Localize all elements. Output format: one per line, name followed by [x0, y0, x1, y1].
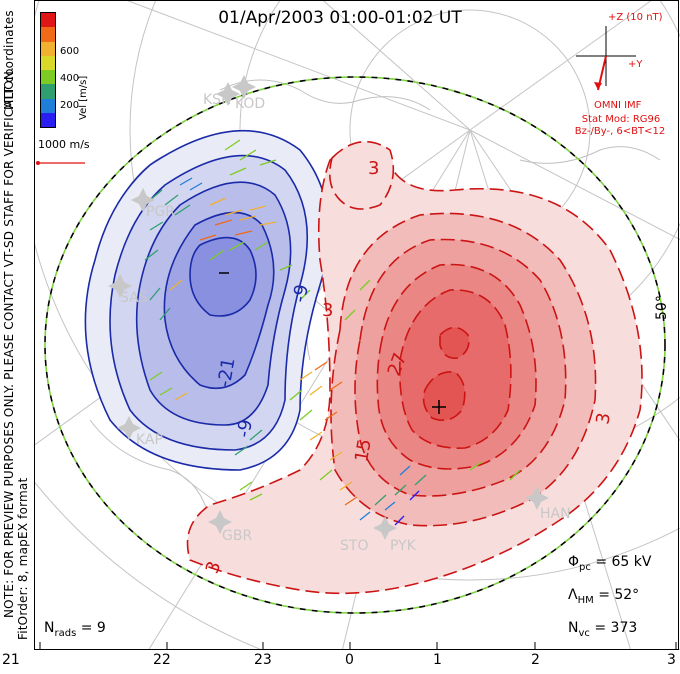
colorbar-ticks: 600 400 200	[60, 38, 79, 119]
vector-scale-label: 1000 m/s	[38, 138, 90, 151]
n-vc-param: Nvc = 373	[568, 620, 637, 639]
potential-max-marker	[432, 400, 446, 414]
n-rads-param: Nrads = 9	[44, 620, 106, 639]
param-subscript: pc	[579, 561, 591, 573]
param-symbol: N	[568, 620, 579, 636]
param-subscript: HM	[577, 594, 594, 606]
positive-convection-cell	[186, 145, 643, 595]
contour-label: 15	[351, 437, 376, 464]
param-subscript: vc	[578, 627, 590, 639]
fit-order-note: FitOrder: 8, mapEX format	[16, 477, 30, 640]
mlt-tick-label: 2	[531, 652, 540, 668]
param-value: = 52°	[598, 587, 640, 603]
imf-magnitude-label: +Z (10 nT)	[608, 12, 663, 23]
imf-condition: Bz-/By-, 6<BT<12	[574, 126, 666, 137]
contour-label: 3	[322, 300, 334, 321]
param-value: = 373	[594, 620, 638, 636]
colorbar-tick: 400	[60, 73, 80, 84]
radar-label: KSR	[203, 92, 231, 108]
param-symbol: N	[44, 620, 55, 636]
param-value: = 9	[80, 620, 106, 636]
preview-note: NOTE: FOR PREVIEW PURPOSES ONLY. PLEASE …	[2, 66, 16, 618]
velocity-vectors	[144, 139, 521, 526]
mlt-tick-label: 0	[345, 652, 354, 668]
map-title: 01/Apr/2003 01:00-01:02 UT	[218, 8, 462, 28]
param-value: = 65 kV	[595, 554, 652, 570]
contour-label: 3	[368, 158, 380, 179]
imf-y-label: +Y	[628, 59, 643, 70]
radar-label: KOD	[235, 96, 266, 112]
latitude-label: 50°	[654, 295, 670, 320]
mlt-tick-label: 22	[153, 652, 171, 668]
colorbar-title: Vel [m/s]	[78, 75, 89, 120]
param-symbol: Λ	[568, 587, 578, 603]
negative-convection-cell	[84, 129, 330, 471]
lambda-hm-param: ΛHM = 52°	[568, 587, 639, 606]
positive-cell-top-lobe	[329, 140, 395, 210]
stat-model: Stat Mod: RG96	[581, 114, 661, 125]
mlt-tick-label: 21	[2, 652, 20, 668]
mlt-tick-marks	[39, 642, 677, 650]
hm-boundary	[44, 76, 666, 614]
radar-label: HAN	[540, 506, 571, 522]
param-symbol: Φ	[568, 554, 580, 570]
radar-label: GBR	[222, 528, 253, 544]
colorbar-tick: 600	[60, 46, 80, 57]
param-subscript: rads	[54, 627, 77, 639]
colorbar-tick: 200	[60, 100, 80, 111]
imf-source: OMNI IMF	[594, 100, 642, 111]
plot-frame	[34, 0, 679, 650]
radar-label: STO	[340, 538, 369, 554]
radar-markers	[108, 75, 549, 540]
mlt-tick-label: 3	[667, 652, 676, 668]
phi-pc-param: Φpc = 65 kV	[568, 554, 651, 573]
mlt-tick-label: 23	[254, 652, 272, 668]
contour-label: -9	[289, 282, 313, 305]
mlt-tick-label: 1	[433, 652, 442, 668]
radar-label: SAS	[120, 290, 148, 306]
radar-label: PGR	[146, 204, 176, 220]
radar-label: KAP	[136, 432, 163, 448]
velocity-colorbar	[40, 12, 56, 128]
radar-label: PYK	[390, 538, 416, 554]
contour-label: -9	[233, 417, 257, 440]
imf-clock	[576, 26, 636, 91]
